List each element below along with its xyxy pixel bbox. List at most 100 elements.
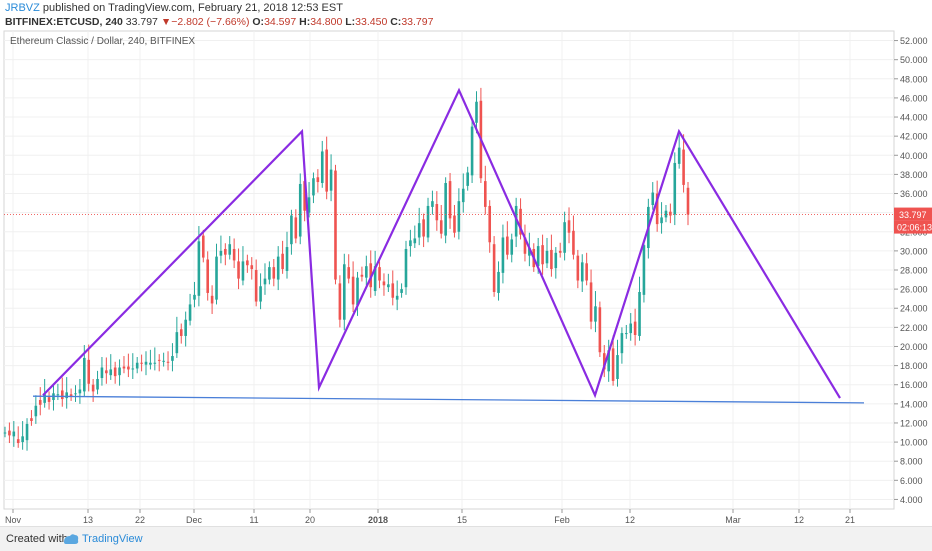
candle-body (488, 205, 492, 243)
low-value: 33.450 (355, 16, 388, 28)
candle (501, 224, 505, 284)
candle (69, 388, 73, 401)
price-tag-text: 33.797 (899, 210, 927, 220)
x-tick-label: 11 (249, 515, 258, 525)
candle-body (528, 248, 531, 256)
candle (400, 283, 403, 298)
candle-body (602, 353, 606, 370)
candle-body (303, 181, 306, 211)
support-trendline[interactable] (32, 395, 865, 404)
y-tick-label: 16.000 (900, 380, 928, 390)
time-axis[interactable]: Nov 13 22 Dec 11 20 2018 15 Feb 12 Mar 12 21 (5, 509, 855, 525)
candle-body (8, 430, 11, 436)
candle (325, 136, 328, 200)
candle (285, 231, 289, 279)
candle-body (466, 172, 469, 186)
candle-body (629, 323, 633, 334)
candle (585, 252, 588, 286)
candle (281, 240, 284, 274)
candle (395, 280, 399, 311)
candle-body (105, 370, 108, 374)
candle-body (660, 217, 663, 224)
y-tick-label: 28.000 (900, 266, 928, 276)
candle (237, 248, 240, 290)
candle (669, 203, 672, 224)
grid-lines (4, 31, 894, 509)
candle-body (127, 366, 130, 370)
candle (461, 173, 465, 213)
candle (422, 213, 425, 248)
candle (611, 335, 615, 386)
candle (664, 204, 668, 223)
candle-body (171, 356, 174, 361)
candle (453, 204, 456, 238)
candle-body (673, 162, 677, 215)
candle (21, 421, 24, 450)
candle-body (206, 259, 209, 293)
candle (633, 308, 637, 346)
candle (351, 261, 355, 313)
candle (60, 377, 64, 407)
candle (232, 238, 236, 269)
candle (109, 354, 113, 380)
candle-body (131, 368, 135, 370)
candle-body (201, 235, 205, 258)
candle-body (497, 271, 500, 293)
candle-body (400, 289, 403, 293)
y-tick-label: 12.000 (900, 418, 928, 428)
y-tick-label: 22.000 (900, 323, 928, 333)
candle-body (316, 177, 320, 183)
candle-body (589, 282, 593, 322)
candle-body (87, 359, 91, 384)
candle (298, 173, 302, 245)
candle-body (351, 276, 355, 305)
candle-body (34, 405, 38, 417)
candle (144, 351, 148, 376)
candle (100, 356, 104, 386)
candle (629, 313, 633, 341)
pattern-trendline[interactable] (42, 87, 841, 399)
price-chart[interactable]: 4.000 6.000 8.000 10.000 12.000 14.000 16.000 1… (0, 0, 932, 526)
candle-body (567, 220, 571, 233)
candle-body (506, 236, 509, 255)
candle-body (510, 239, 514, 255)
candle (127, 353, 130, 378)
candle-body (334, 170, 337, 280)
tradingview-brand[interactable]: TradingView (82, 533, 143, 545)
candle (598, 301, 602, 357)
candle-body (492, 244, 496, 292)
candle-body (83, 357, 86, 392)
candle-body (439, 220, 443, 234)
candle-body (263, 278, 267, 285)
candle (466, 166, 469, 191)
candle (673, 152, 677, 226)
candle (193, 281, 196, 308)
candle (342, 253, 346, 331)
candle-body (140, 362, 143, 364)
close-value: 33.797 (401, 16, 434, 28)
candle (457, 188, 461, 240)
candle-body (435, 204, 439, 221)
candle-body (285, 247, 289, 271)
candle (47, 391, 51, 410)
candle-body (12, 431, 16, 437)
candle-body (387, 284, 390, 288)
candle (38, 387, 42, 416)
candle (417, 207, 421, 246)
candle (602, 345, 606, 378)
author-name[interactable]: JRBVZ (5, 2, 40, 14)
candle (210, 285, 214, 314)
price-axis[interactable]: 4.000 6.000 8.000 10.000 12.000 14.000 16.000 1… (894, 36, 932, 505)
candle-body (188, 304, 192, 321)
candle-body (135, 362, 139, 369)
candle-body (409, 240, 412, 247)
candle (373, 250, 377, 296)
candle-body (237, 261, 240, 279)
candle (347, 254, 351, 284)
candle-body (404, 248, 408, 288)
candle (316, 169, 320, 193)
candle-body (378, 267, 381, 281)
candle-body (228, 244, 232, 255)
candle (686, 182, 690, 226)
y-tick-label: 40.000 (900, 151, 928, 161)
